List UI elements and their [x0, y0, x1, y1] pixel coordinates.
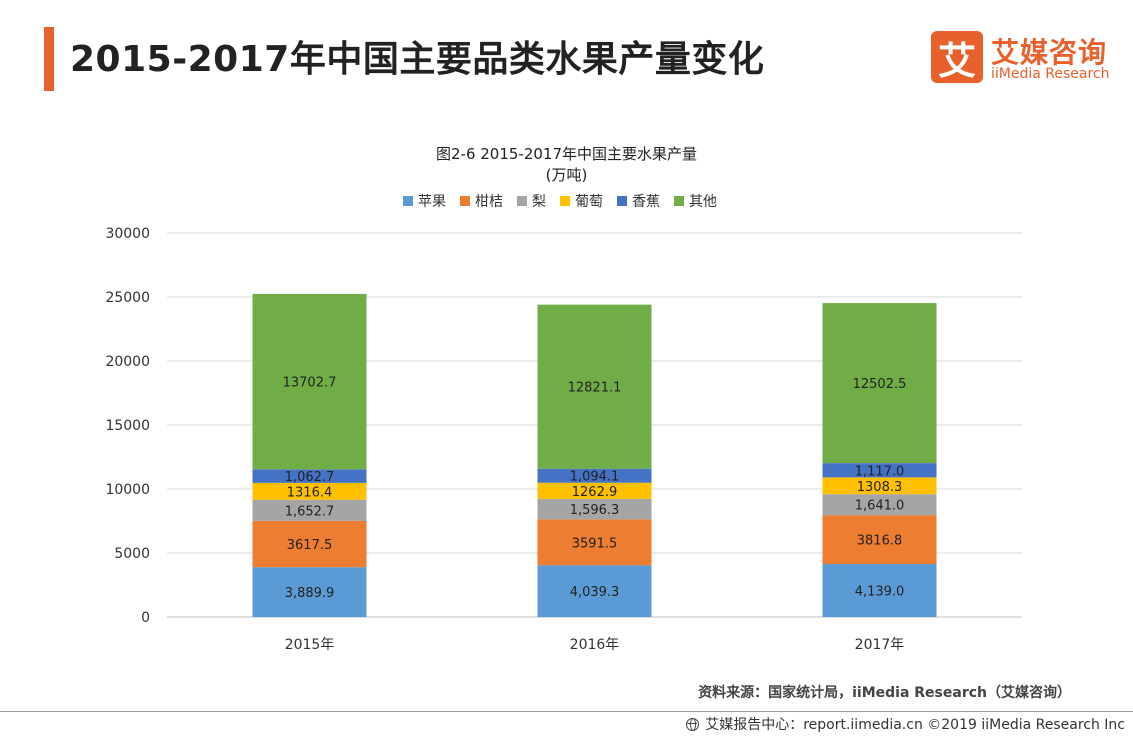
footer-divider [0, 711, 1133, 712]
bar-segment [822, 515, 937, 565]
x-tick-label: 2017年 [855, 637, 905, 653]
legend-label: 苹果 [418, 194, 446, 210]
data-label: 4,139.0 [855, 585, 905, 600]
data-label: 3617.5 [287, 538, 333, 553]
y-tick-label: 15000 [105, 418, 150, 434]
x-tick-label: 2015年 [285, 637, 335, 653]
footer-text: 艾媒报告中心：report.iimedia.cn ©2019 iiMedia R… [705, 717, 1125, 733]
bar-segment [822, 477, 937, 495]
data-label: 1,652.7 [285, 504, 335, 519]
legend-swatch [617, 196, 627, 206]
title-accent-bar [44, 27, 54, 91]
data-label: 3,889.9 [285, 586, 335, 601]
legend-label: 梨 [532, 194, 546, 210]
footer: 艾媒报告中心：report.iimedia.cn ©2019 iiMedia R… [686, 714, 1125, 734]
data-label: 1,641.0 [855, 499, 905, 514]
chart-title: 图2-6 2015-2017年中国主要水果产量 [435, 145, 698, 163]
legend-item: 苹果 [403, 191, 446, 211]
legend-label: 香蕉 [632, 194, 660, 210]
bar-segment [252, 482, 367, 500]
logo-english-name: iiMedia Research [991, 66, 1110, 82]
legend-swatch [517, 196, 527, 206]
legend-label: 葡萄 [575, 194, 603, 210]
legend-label: 其他 [689, 194, 717, 210]
legend-item: 梨 [517, 191, 546, 211]
data-label: 1,117.0 [855, 464, 905, 479]
legend-swatch [460, 196, 470, 206]
x-tick-label: 2016年 [570, 637, 620, 653]
y-tick-label: 20000 [105, 354, 150, 370]
y-tick-label: 30000 [105, 226, 150, 242]
source-note: 资料来源：国家统计局，iiMedia Research（艾媒咨询） [698, 685, 1071, 701]
bar-segment [252, 499, 367, 521]
bar-segment [537, 519, 652, 566]
data-label: 3591.5 [572, 536, 618, 551]
bar-segment [822, 463, 937, 478]
chart-subtitle: (万吨) [545, 166, 588, 184]
bar-segment [252, 567, 367, 617]
data-label: 12502.5 [853, 377, 907, 392]
legend-item: 香蕉 [617, 191, 660, 211]
globe-icon [686, 717, 700, 731]
bar-segment [252, 293, 367, 470]
legend-swatch [674, 196, 684, 206]
bar-segment [537, 304, 652, 469]
bar-segment [537, 565, 652, 617]
legend-swatch [560, 196, 570, 206]
bar-segment [822, 494, 937, 516]
data-label: 1308.3 [857, 480, 903, 495]
legend-item: 葡萄 [560, 191, 603, 211]
y-tick-label: 5000 [114, 546, 150, 562]
bar-segment [822, 303, 937, 464]
data-label: 1,596.3 [570, 503, 620, 518]
chart-legend: 苹果 柑桔 梨 葡萄 香蕉 其他 [403, 191, 717, 211]
y-tick-label: 0 [141, 610, 150, 626]
y-tick-label: 10000 [105, 482, 150, 498]
data-label: 1316.4 [287, 485, 333, 500]
legend-swatch [403, 196, 413, 206]
bar-segment [252, 469, 367, 483]
bar-segment [537, 468, 652, 483]
data-label: 1262.9 [572, 485, 618, 500]
bar-segment [822, 564, 937, 617]
data-label: 1,094.1 [570, 470, 620, 485]
legend-label: 柑桔 [475, 194, 503, 210]
data-label: 1,062.7 [285, 470, 335, 485]
legend-item: 其他 [674, 191, 717, 211]
iimedia-logo: 艾 艾媒咨询 iiMedia Research [931, 31, 1121, 87]
page-title: 2015-2017年中国主要品类水果产量变化 [70, 39, 765, 80]
y-tick-label: 25000 [105, 290, 150, 306]
logo-chinese-name: 艾媒咨询 [991, 36, 1108, 69]
bar-segment [537, 498, 652, 520]
data-label: 4,039.3 [570, 585, 620, 600]
bar-segment [537, 482, 652, 499]
stacked-bar-chart: 0 5000 10000 15000 20000 25000 30000 3,889.9 361… [105, 226, 1022, 653]
data-label: 13702.7 [283, 376, 337, 391]
data-label: 12821.1 [568, 381, 622, 396]
data-label: 3816.8 [857, 534, 903, 549]
legend-item: 柑桔 [460, 191, 503, 211]
bar-segment [252, 520, 367, 568]
logo-mark-icon: 艾 [931, 31, 983, 83]
